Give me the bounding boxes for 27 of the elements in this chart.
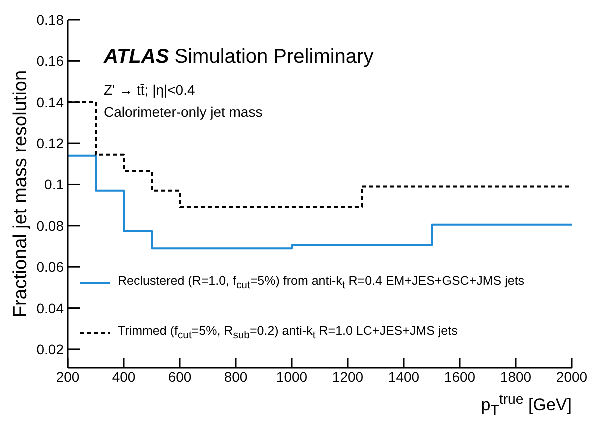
annotation: Simulation Preliminary xyxy=(174,46,374,68)
x-tick-label: 1000 xyxy=(276,368,308,385)
annotation: Calorimeter-only jet mass xyxy=(104,104,263,120)
legend-label: Reclustered (R=1.0, f$_{cut}$=5%) from anti-k$_{t}$ R=0.4 EM+JES+GSC+JMS jets xyxy=(118,274,525,292)
y-tick-label: 0.04 xyxy=(36,300,64,316)
annotation: Z' → tt̄; |η|<0.4 xyxy=(104,82,196,98)
x-tick-label: 1200 xyxy=(332,368,364,385)
x-tick-label: 600 xyxy=(168,368,192,385)
x-tick-label: 200 xyxy=(56,368,80,385)
y-tick-label: 0.1 xyxy=(44,176,64,193)
y-tick-label: 0.02 xyxy=(36,341,64,358)
y-tick-label: 0.16 xyxy=(36,53,64,70)
x-tick-label: 1600 xyxy=(444,368,476,385)
y-tick-label: 0.14 xyxy=(36,94,64,110)
x-tick-label: 400 xyxy=(112,368,136,385)
x-tick-label: 1800 xyxy=(500,368,532,385)
legend-label: Trimmed (f$_{cut}$=5%, R$_{sub}$=0.2) anti-k$_{t}$ R=1.0 LC+JES+JMS jets xyxy=(118,324,458,342)
y-tick-label: 0.18 xyxy=(36,12,64,28)
y-tick-label: 0.08 xyxy=(36,218,64,234)
x-tick-label: 2000 xyxy=(556,368,588,385)
y-tick-label: 0.06 xyxy=(36,259,64,276)
x-tick-label: 1400 xyxy=(388,368,420,385)
x-axis-title: p$_{T}$$^{true}$ [GeV] xyxy=(481,392,572,420)
x-tick-label: 800 xyxy=(224,368,248,385)
annotation: ATLAS xyxy=(104,46,170,68)
y-tick-label: 0.12 xyxy=(36,136,64,152)
y-axis-title: Fractional jet mass resolution xyxy=(11,70,33,318)
